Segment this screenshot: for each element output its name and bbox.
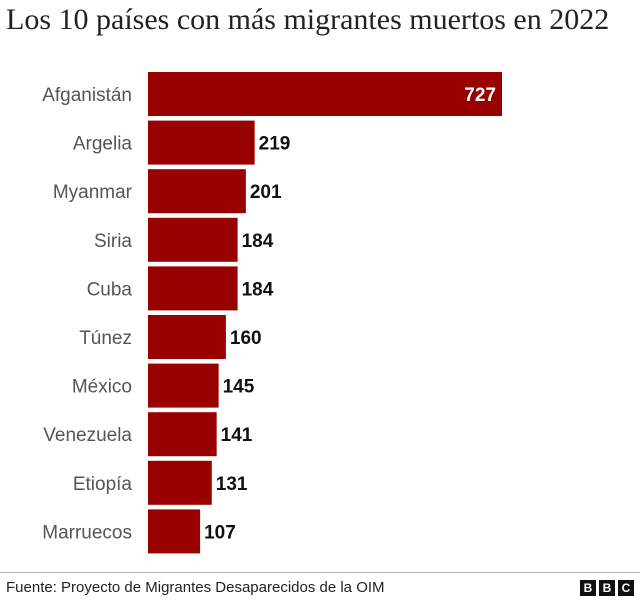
category-label: Siria — [94, 231, 132, 252]
source-note: Fuente: Proyecto de Migrantes Desapareci… — [6, 579, 385, 596]
bar-chart: Afganistán 727 Argelia 219 Myanmar 201 Siria 18… — [42, 72, 502, 554]
bar — [148, 412, 217, 457]
bar — [148, 120, 255, 165]
bar — [148, 363, 219, 408]
category-label: Marruecos — [42, 522, 132, 543]
category-label: Cuba — [87, 279, 133, 300]
bar — [148, 217, 238, 262]
bar — [148, 266, 238, 311]
value-label: 201 — [250, 182, 282, 203]
value-label: 131 — [216, 474, 248, 495]
category-label: Etiopía — [73, 474, 133, 495]
value-label: 184 — [242, 279, 274, 300]
value-label: 184 — [242, 231, 274, 252]
category-label: Myanmar — [53, 182, 133, 203]
bar — [148, 315, 226, 359]
value-label: 219 — [259, 134, 291, 155]
value-label: 141 — [221, 425, 253, 446]
category-label: México — [72, 377, 132, 398]
category-label: Túnez — [79, 328, 132, 349]
value-label: 160 — [230, 328, 262, 349]
bar — [148, 509, 201, 554]
bar — [148, 72, 502, 116]
bbc-logo-letter-1: B — [580, 580, 596, 596]
value-label: 145 — [223, 377, 255, 398]
value-label: 727 — [464, 85, 496, 106]
category-label: Argelia — [73, 134, 133, 155]
bbc-logo-letter-3: C — [618, 580, 634, 596]
category-label: Venezuela — [43, 425, 132, 446]
footer-divider — [0, 572, 640, 573]
bbc-logo-letter-2: B — [599, 580, 615, 596]
bar — [148, 169, 246, 214]
bar — [148, 460, 212, 505]
chart-title: Los 10 países con más migrantes muertos … — [6, 3, 610, 36]
value-label: 107 — [204, 522, 236, 543]
category-label: Afganistán — [42, 85, 132, 106]
bbc-logo: B B C — [580, 580, 634, 596]
